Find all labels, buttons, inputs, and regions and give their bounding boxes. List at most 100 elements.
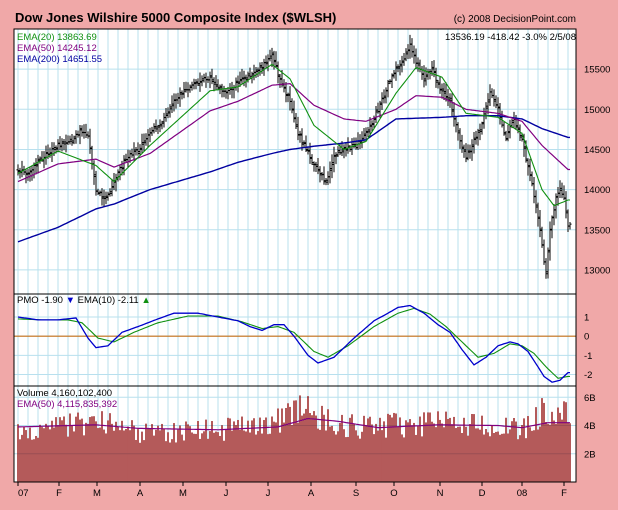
price-bar bbox=[268, 49, 272, 62]
x-axis-month-label: F bbox=[561, 488, 567, 499]
price-bar bbox=[314, 161, 318, 172]
price-bar bbox=[476, 128, 480, 146]
pmo-y-axis: -2 -1 0 1 bbox=[584, 313, 592, 382]
price-bar bbox=[396, 64, 400, 73]
chart-title: Dow Jones Wilshire 5000 Composite Index … bbox=[15, 10, 336, 25]
x-axis-month-label: 07 bbox=[18, 488, 29, 499]
price-bar bbox=[274, 51, 278, 68]
ema200-line bbox=[17, 114, 570, 243]
price-bar bbox=[474, 130, 478, 145]
price-bar bbox=[328, 161, 332, 184]
price-bar bbox=[210, 68, 214, 85]
up-arrow-icon: ▲ bbox=[141, 295, 150, 306]
price-bar bbox=[378, 100, 382, 118]
price-bar bbox=[324, 178, 328, 186]
volume-y-axis: 2B 4B 6B bbox=[584, 393, 596, 460]
price-bar bbox=[72, 135, 76, 145]
price-bar bbox=[58, 136, 62, 151]
price-bar bbox=[506, 124, 510, 142]
price-bar bbox=[236, 75, 240, 93]
price-bar bbox=[478, 123, 482, 141]
price-bar bbox=[558, 180, 562, 199]
price-bar bbox=[292, 100, 296, 123]
price-bar bbox=[484, 102, 488, 120]
price-bar bbox=[504, 130, 508, 142]
price-bar bbox=[406, 44, 410, 60]
price-tick-label: 14500 bbox=[584, 145, 610, 156]
price-bar bbox=[180, 90, 184, 100]
price-bar bbox=[332, 146, 336, 173]
x-axis-month-label: N bbox=[437, 488, 444, 499]
price-bar bbox=[334, 152, 338, 165]
price-bar bbox=[436, 79, 440, 89]
price-bar bbox=[88, 128, 92, 154]
price-bar bbox=[468, 144, 472, 159]
price-bar bbox=[450, 93, 454, 117]
x-axis-month-label: A bbox=[308, 488, 315, 499]
price-bar bbox=[290, 98, 294, 114]
price-bar bbox=[480, 121, 484, 135]
price-bar bbox=[192, 78, 196, 90]
price-bar bbox=[564, 191, 568, 219]
price-bar bbox=[240, 68, 244, 85]
price-bar bbox=[214, 75, 218, 91]
volume-tick-label: 2B bbox=[584, 449, 596, 460]
price-tick-label: 14000 bbox=[584, 185, 610, 196]
legend-pmo-signal-label: EMA(10) -2.11 bbox=[78, 295, 139, 306]
price-bar bbox=[526, 158, 530, 176]
price-bar bbox=[472, 132, 476, 154]
price-bar bbox=[464, 143, 468, 163]
price-bar bbox=[456, 122, 460, 141]
price-bar bbox=[438, 76, 442, 94]
price-bar bbox=[68, 135, 72, 145]
legend-volume-ema: EMA(50) 4,115,835,392 bbox=[17, 399, 117, 410]
last-quote: 13536.19 -418.42 -3.0% 2/5/08 bbox=[445, 32, 576, 43]
price-bar bbox=[264, 55, 268, 68]
price-bar bbox=[554, 193, 558, 219]
price-bar bbox=[36, 154, 40, 174]
price-bar bbox=[26, 168, 30, 181]
volume-tick-label: 6B bbox=[584, 393, 596, 404]
price-bar bbox=[446, 88, 450, 107]
price-bar bbox=[330, 154, 334, 179]
price-bar bbox=[366, 126, 370, 138]
legend-ema50: EMA(50) 14245.12 bbox=[17, 43, 97, 54]
price-bar bbox=[346, 137, 350, 154]
x-axis-month-label: M bbox=[179, 488, 187, 499]
price-bar bbox=[260, 62, 264, 74]
pmo-tick-label: -1 bbox=[584, 351, 592, 362]
price-bar bbox=[518, 124, 522, 142]
price-bar bbox=[216, 79, 220, 91]
price-bar bbox=[176, 92, 180, 105]
legend-ema20: EMA(20) 13863.69 bbox=[17, 32, 97, 43]
price-bar bbox=[170, 95, 174, 114]
x-axis-month-label: S bbox=[353, 488, 359, 499]
price-bar bbox=[224, 88, 228, 99]
price-tick-label: 15500 bbox=[584, 65, 610, 76]
price-bar bbox=[424, 67, 428, 86]
legend-pmo-label: PMO -1.90 bbox=[17, 295, 63, 306]
price-bar bbox=[462, 144, 466, 158]
price-bar bbox=[96, 188, 100, 195]
price-bar bbox=[460, 134, 464, 153]
price-tick-label: 13000 bbox=[584, 265, 610, 276]
x-axis-month-label: O bbox=[390, 488, 397, 499]
price-bar bbox=[536, 202, 540, 227]
price-bar bbox=[386, 79, 390, 98]
price-bar bbox=[374, 106, 378, 124]
price-bar bbox=[286, 92, 290, 103]
price-tick-label: 13500 bbox=[584, 225, 610, 236]
price-bar bbox=[110, 178, 114, 197]
price-bar bbox=[550, 215, 554, 239]
price-bar bbox=[152, 123, 156, 134]
price-bar bbox=[412, 45, 416, 64]
price-bar bbox=[306, 146, 310, 155]
x-axis-month-label: J bbox=[266, 488, 271, 499]
price-bar bbox=[60, 138, 64, 152]
x-axis-month-label: F bbox=[56, 488, 62, 499]
price-bar bbox=[382, 89, 386, 104]
price-bar bbox=[28, 166, 32, 182]
price-bar bbox=[182, 81, 186, 99]
price-bar bbox=[310, 154, 314, 165]
price-bar bbox=[150, 126, 154, 136]
